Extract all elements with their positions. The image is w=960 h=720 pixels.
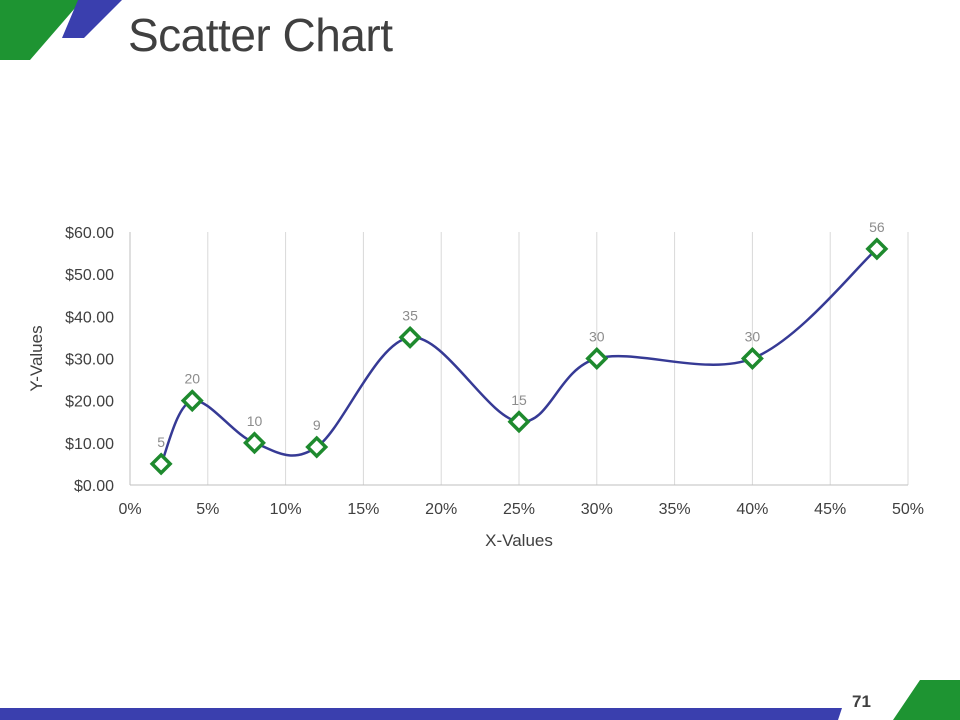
data-label: 35	[402, 307, 418, 323]
top-left-decoration	[0, 0, 122, 60]
data-point-marker	[740, 347, 764, 370]
x-tick-label: 25%	[503, 501, 535, 518]
data-label: 20	[184, 371, 200, 387]
series-markers	[149, 237, 889, 476]
bottom-green-corner	[893, 680, 960, 720]
x-tick-label: 20%	[425, 501, 457, 518]
page-title: Scatter Chart	[128, 9, 393, 61]
y-tick-label: $10.00	[65, 436, 114, 453]
x-tick-label: 50%	[892, 501, 924, 518]
data-label: 30	[745, 329, 761, 345]
y-axis-title: Y-Values	[27, 325, 46, 391]
page-number: 71	[852, 692, 871, 711]
data-label: 30	[589, 329, 605, 345]
blue-stripe-shape	[62, 0, 122, 38]
data-point-marker	[243, 431, 266, 455]
y-tick-label: $60.00	[65, 225, 114, 242]
green-corner-shape	[0, 0, 82, 60]
x-tick-label: 10%	[270, 501, 302, 518]
data-label: 9	[313, 417, 321, 433]
data-point-marker	[398, 325, 422, 349]
y-tick-label: $40.00	[65, 309, 114, 326]
data-point-marker	[305, 435, 329, 459]
data-label: 15	[511, 392, 527, 408]
y-tick-labels: $0.00 $10.00 $20.00 $30.00 $40.00 $50.00 $60.0…	[65, 225, 114, 495]
data-point-marker	[865, 237, 889, 261]
series-line	[159, 247, 878, 465]
x-axis-title: X-Values	[485, 531, 553, 550]
x-tick-label: 0%	[118, 501, 141, 518]
data-labels: 5 20 10 9 35 15 30 30 56	[157, 219, 885, 450]
data-point-marker	[149, 452, 173, 476]
axis-lines	[129, 232, 908, 486]
x-tick-label: 5%	[196, 501, 219, 518]
x-tick-label: 15%	[347, 501, 379, 518]
y-tick-label: $50.00	[65, 267, 114, 284]
data-point-marker	[180, 389, 204, 413]
data-label: 10	[247, 413, 263, 429]
data-point-marker	[585, 347, 609, 370]
x-tick-label: 45%	[814, 501, 846, 518]
y-tick-label: $20.00	[65, 394, 114, 411]
x-tick-labels: 0% 5% 10% 15% 20% 25% 30% 35% 40% 45% 50%	[118, 501, 924, 518]
x-tick-label: 40%	[736, 501, 768, 518]
y-tick-label: $30.00	[65, 352, 114, 369]
data-label: 56	[869, 219, 885, 235]
y-tick-label: $0.00	[74, 478, 114, 495]
x-tick-label: 35%	[659, 501, 691, 518]
data-label: 5	[157, 434, 165, 450]
x-tick-label: 30%	[581, 501, 613, 518]
bottom-blue-bar	[0, 708, 842, 720]
data-point-marker	[507, 410, 531, 434]
